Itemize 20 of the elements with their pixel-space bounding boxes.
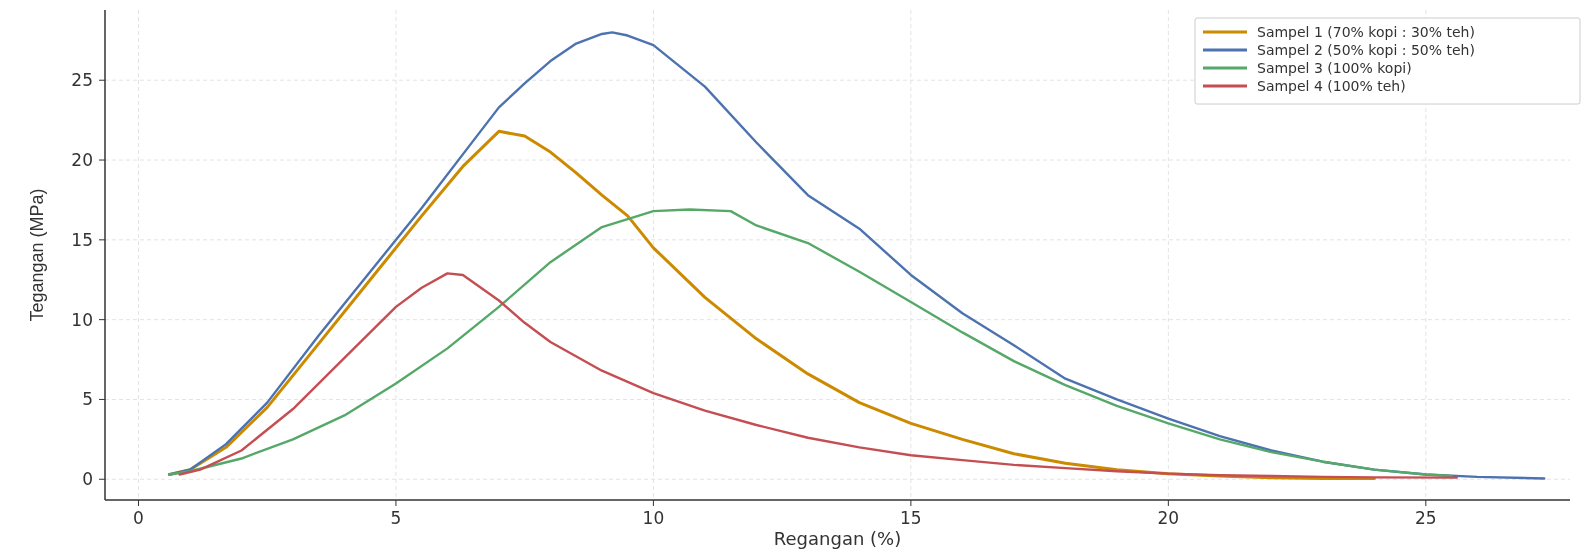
legend-label: Sampel 1 (70% kopi : 30% teh) xyxy=(1257,23,1475,40)
legend-label: Sampel 3 (100% kopi) xyxy=(1257,59,1412,76)
y-tick-label: 15 xyxy=(71,229,93,250)
line-series xyxy=(178,272,1458,479)
y-axis-title: Tegangan (MPa) xyxy=(27,188,47,322)
y-tick-label: 20 xyxy=(71,149,93,170)
y-tick-label: 0 xyxy=(82,469,93,490)
y-tick-label: 25 xyxy=(71,70,93,91)
x-tick-label: 5 xyxy=(390,508,402,528)
x-tick-label: 10 xyxy=(642,508,665,528)
legend-label: Sampel 4 (100% teh) xyxy=(1257,77,1406,94)
y-tick-label: 10 xyxy=(71,309,93,330)
legend-label: Sampel 2 (50% kopi : 50% teh) xyxy=(1257,41,1475,58)
x-tick-label: 20 xyxy=(1157,508,1180,528)
x-tick-label: 0 xyxy=(133,508,144,528)
x-tick-label: 15 xyxy=(900,508,922,528)
line-series xyxy=(168,208,1453,478)
x-tick-label: 25 xyxy=(1415,508,1437,528)
y-tick-label: 5 xyxy=(82,389,93,410)
x-axis-title: Regangan (%) xyxy=(773,528,902,549)
